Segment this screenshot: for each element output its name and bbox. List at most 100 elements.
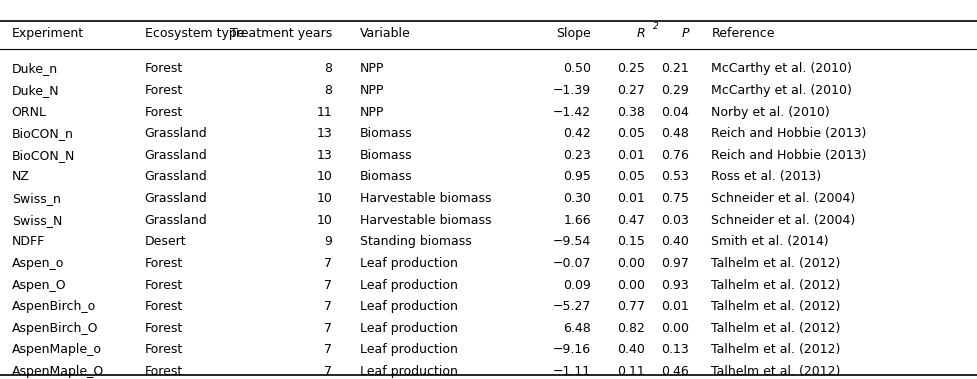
Text: 0.11: 0.11 (617, 365, 645, 378)
Text: Biomass: Biomass (360, 127, 412, 140)
Text: Schneider et al. (2004): Schneider et al. (2004) (711, 214, 856, 227)
Text: 6.48: 6.48 (564, 322, 591, 335)
Text: Grassland: Grassland (145, 171, 207, 183)
Text: 0.15: 0.15 (616, 235, 645, 248)
Text: 0.27: 0.27 (616, 84, 645, 97)
Text: Forest: Forest (145, 63, 183, 75)
Text: AspenBirch_O: AspenBirch_O (12, 322, 99, 335)
Text: −1.42: −1.42 (553, 106, 591, 119)
Text: Desert: Desert (145, 235, 187, 248)
Text: 0.95: 0.95 (563, 171, 591, 183)
Text: 0.40: 0.40 (660, 235, 689, 248)
Text: Leaf production: Leaf production (360, 257, 457, 270)
Text: BioCON_N: BioCON_N (12, 149, 75, 162)
Text: Forest: Forest (145, 343, 183, 356)
Text: AspenBirch_o: AspenBirch_o (12, 300, 96, 313)
Text: Grassland: Grassland (145, 149, 207, 162)
Text: 8: 8 (324, 63, 332, 75)
Text: 0.01: 0.01 (616, 192, 645, 205)
Text: Talhelm et al. (2012): Talhelm et al. (2012) (711, 300, 840, 313)
Text: 0.75: 0.75 (660, 192, 689, 205)
Text: Talhelm et al. (2012): Talhelm et al. (2012) (711, 257, 840, 270)
Text: 0.01: 0.01 (660, 300, 689, 313)
Text: Swiss_N: Swiss_N (12, 214, 63, 227)
Text: NPP: NPP (360, 63, 384, 75)
Text: 0.09: 0.09 (563, 279, 591, 291)
Text: Smith et al. (2014): Smith et al. (2014) (711, 235, 828, 248)
Text: 0.47: 0.47 (616, 214, 645, 227)
Text: 13: 13 (317, 149, 332, 162)
Text: Variable: Variable (360, 27, 410, 40)
Text: Forest: Forest (145, 257, 183, 270)
Text: Treatment years: Treatment years (230, 27, 332, 40)
Text: Biomass: Biomass (360, 171, 412, 183)
Text: 10: 10 (317, 171, 332, 183)
Text: AspenMaple_o: AspenMaple_o (12, 343, 102, 356)
Text: 1.66: 1.66 (564, 214, 591, 227)
Text: Harvestable biomass: Harvestable biomass (360, 214, 491, 227)
Text: Grassland: Grassland (145, 127, 207, 140)
Text: Reich and Hobbie (2013): Reich and Hobbie (2013) (711, 127, 867, 140)
Text: −0.07: −0.07 (553, 257, 591, 270)
Text: Schneider et al. (2004): Schneider et al. (2004) (711, 192, 856, 205)
Text: 0.21: 0.21 (661, 63, 689, 75)
Text: 8: 8 (324, 84, 332, 97)
Text: 7: 7 (324, 300, 332, 313)
Text: 0.04: 0.04 (660, 106, 689, 119)
Text: P: P (681, 27, 689, 40)
Text: Aspen_O: Aspen_O (12, 279, 66, 291)
Text: Leaf production: Leaf production (360, 322, 457, 335)
Text: Duke_N: Duke_N (12, 84, 60, 97)
Text: Forest: Forest (145, 365, 183, 378)
Text: Slope: Slope (556, 27, 591, 40)
Text: 0.40: 0.40 (616, 343, 645, 356)
Text: Forest: Forest (145, 106, 183, 119)
Text: −1.39: −1.39 (553, 84, 591, 97)
Text: Ecosystem type: Ecosystem type (145, 27, 244, 40)
Text: 11: 11 (317, 106, 332, 119)
Text: 0.00: 0.00 (616, 279, 645, 291)
Text: Standing biomass: Standing biomass (360, 235, 471, 248)
Text: 7: 7 (324, 322, 332, 335)
Text: 0.42: 0.42 (564, 127, 591, 140)
Text: 0.23: 0.23 (564, 149, 591, 162)
Text: Grassland: Grassland (145, 192, 207, 205)
Text: Ross et al. (2013): Ross et al. (2013) (711, 171, 822, 183)
Text: Swiss_n: Swiss_n (12, 192, 61, 205)
Text: 10: 10 (317, 192, 332, 205)
Text: Forest: Forest (145, 322, 183, 335)
Text: Reich and Hobbie (2013): Reich and Hobbie (2013) (711, 149, 867, 162)
Text: ORNL: ORNL (12, 106, 47, 119)
Text: Leaf production: Leaf production (360, 300, 457, 313)
Text: 7: 7 (324, 257, 332, 270)
Text: BioCON_n: BioCON_n (12, 127, 73, 140)
Text: 0.03: 0.03 (660, 214, 689, 227)
Text: McCarthy et al. (2010): McCarthy et al. (2010) (711, 63, 852, 75)
Text: NPP: NPP (360, 106, 384, 119)
Text: −9.54: −9.54 (553, 235, 591, 248)
Text: 0.05: 0.05 (616, 127, 645, 140)
Text: AspenMaple_O: AspenMaple_O (12, 365, 104, 378)
Text: 2: 2 (653, 22, 658, 31)
Text: NDFF: NDFF (12, 235, 45, 248)
Text: Talhelm et al. (2012): Talhelm et al. (2012) (711, 343, 840, 356)
Text: NZ: NZ (12, 171, 29, 183)
Text: R: R (636, 27, 645, 40)
Text: 0.77: 0.77 (616, 300, 645, 313)
Text: 0.00: 0.00 (616, 257, 645, 270)
Text: 0.48: 0.48 (660, 127, 689, 140)
Text: NPP: NPP (360, 84, 384, 97)
Text: 7: 7 (324, 343, 332, 356)
Text: 0.76: 0.76 (660, 149, 689, 162)
Text: 0.53: 0.53 (660, 171, 689, 183)
Text: Norby et al. (2010): Norby et al. (2010) (711, 106, 830, 119)
Text: 0.38: 0.38 (616, 106, 645, 119)
Text: Duke_n: Duke_n (12, 63, 58, 75)
Text: 10: 10 (317, 214, 332, 227)
Text: Talhelm et al. (2012): Talhelm et al. (2012) (711, 279, 840, 291)
Text: −5.27: −5.27 (553, 300, 591, 313)
Text: Forest: Forest (145, 84, 183, 97)
Text: 7: 7 (324, 365, 332, 378)
Text: 0.29: 0.29 (661, 84, 689, 97)
Text: 0.82: 0.82 (616, 322, 645, 335)
